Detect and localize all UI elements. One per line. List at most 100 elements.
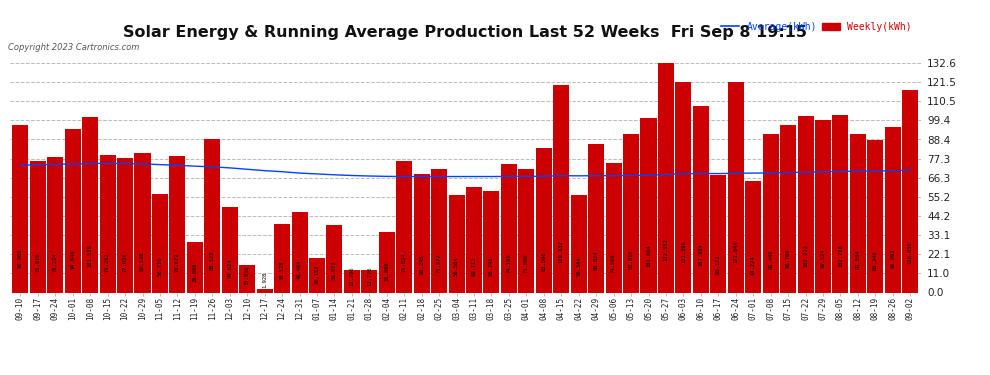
Text: 68.172: 68.172 — [716, 255, 721, 274]
Bar — [344, 270, 360, 292]
Bar — [815, 120, 831, 292]
Text: 132.552: 132.552 — [663, 238, 668, 261]
Bar — [902, 90, 919, 292]
Bar — [466, 188, 482, 292]
Text: 86.024: 86.024 — [594, 251, 599, 270]
Text: 12.796: 12.796 — [349, 266, 354, 285]
Bar — [606, 164, 622, 292]
Bar — [48, 157, 63, 292]
Text: 68.248: 68.248 — [419, 255, 424, 274]
Bar — [204, 139, 221, 292]
Text: 15.936: 15.936 — [245, 266, 249, 285]
Text: 91.816: 91.816 — [629, 250, 634, 269]
Text: 94.640: 94.640 — [70, 249, 75, 268]
Bar — [710, 174, 727, 292]
Text: 74.568: 74.568 — [611, 253, 616, 273]
Bar — [745, 182, 761, 292]
Title: Solar Energy & Running Average Production Last 52 Weeks  Fri Sep 8 19:15: Solar Energy & Running Average Productio… — [124, 25, 807, 40]
Bar — [798, 116, 814, 292]
Bar — [30, 161, 46, 292]
Bar — [169, 156, 185, 292]
Text: 91.584: 91.584 — [855, 250, 860, 269]
Bar — [274, 224, 290, 292]
Bar — [728, 82, 743, 292]
Text: 119.832: 119.832 — [558, 240, 563, 263]
Bar — [658, 63, 674, 292]
Text: 39.072: 39.072 — [332, 261, 337, 280]
Text: 107.884: 107.884 — [698, 243, 703, 266]
Text: 78.224: 78.224 — [52, 252, 57, 272]
Text: 1.928: 1.928 — [262, 272, 267, 288]
Text: 49.624: 49.624 — [228, 258, 233, 278]
Text: 88.240: 88.240 — [873, 251, 878, 270]
Bar — [570, 195, 587, 292]
Text: 116.856: 116.856 — [908, 241, 913, 264]
Text: 75.824: 75.824 — [402, 253, 407, 272]
Text: 91.448: 91.448 — [768, 250, 773, 269]
Text: 56.716: 56.716 — [157, 257, 162, 276]
Text: 99.524: 99.524 — [821, 248, 826, 267]
Bar — [536, 148, 551, 292]
Bar — [641, 118, 656, 292]
Text: 102.768: 102.768 — [838, 244, 842, 267]
Bar — [327, 225, 343, 292]
Text: 78.672: 78.672 — [175, 252, 180, 272]
Bar — [291, 212, 308, 292]
Text: 29.088: 29.088 — [192, 262, 197, 282]
Bar — [82, 117, 98, 292]
Text: 102.212: 102.212 — [803, 244, 808, 267]
Bar — [762, 134, 779, 292]
Bar — [414, 174, 430, 292]
Text: 74.100: 74.100 — [507, 253, 512, 273]
Text: 46.464: 46.464 — [297, 259, 302, 279]
Legend: Average(kWh), Weekly(kWh): Average(kWh), Weekly(kWh) — [718, 18, 916, 36]
Bar — [675, 82, 691, 292]
Text: 79.292: 79.292 — [105, 252, 110, 272]
Bar — [501, 164, 517, 292]
Bar — [431, 169, 447, 292]
Bar — [623, 134, 640, 292]
Text: 75.816: 75.816 — [36, 253, 41, 272]
Text: 77.636: 77.636 — [123, 252, 128, 272]
Text: 121.396: 121.396 — [681, 240, 686, 263]
Bar — [187, 242, 203, 292]
Bar — [519, 169, 535, 292]
Text: Copyright 2023 Cartronics.com: Copyright 2023 Cartronics.com — [8, 43, 140, 52]
Bar — [361, 270, 377, 292]
Bar — [483, 191, 500, 292]
Text: 101.536: 101.536 — [88, 244, 93, 267]
Bar — [780, 125, 796, 292]
Bar — [240, 265, 255, 292]
Text: 96.908: 96.908 — [18, 249, 23, 268]
Text: 101.064: 101.064 — [646, 244, 651, 267]
Bar — [396, 161, 412, 292]
Text: 71.372: 71.372 — [437, 254, 442, 273]
Text: 121.844: 121.844 — [734, 240, 739, 263]
Bar — [222, 207, 238, 292]
Text: 60.712: 60.712 — [471, 256, 476, 276]
Bar — [885, 126, 901, 292]
Text: 56.344: 56.344 — [576, 257, 581, 276]
Text: 56.584: 56.584 — [454, 257, 459, 276]
Text: 96.760: 96.760 — [786, 249, 791, 268]
Text: 83.596: 83.596 — [542, 251, 546, 271]
Bar — [867, 140, 883, 292]
Text: 58.748: 58.748 — [489, 256, 494, 276]
Bar — [553, 85, 569, 292]
Text: 20.152: 20.152 — [315, 264, 320, 284]
Text: 80.528: 80.528 — [140, 252, 145, 272]
Text: 35.008: 35.008 — [384, 261, 389, 281]
Bar — [588, 144, 604, 292]
Bar — [64, 129, 81, 292]
Bar — [693, 106, 709, 292]
Bar — [151, 194, 168, 292]
Bar — [379, 232, 395, 292]
Text: 71.500: 71.500 — [524, 254, 529, 273]
Bar — [100, 155, 116, 292]
Bar — [849, 134, 866, 292]
Bar — [448, 195, 464, 292]
Text: 64.224: 64.224 — [750, 255, 755, 275]
Bar — [117, 158, 133, 292]
Text: 95.892: 95.892 — [890, 249, 895, 268]
Text: 88.528: 88.528 — [210, 250, 215, 270]
